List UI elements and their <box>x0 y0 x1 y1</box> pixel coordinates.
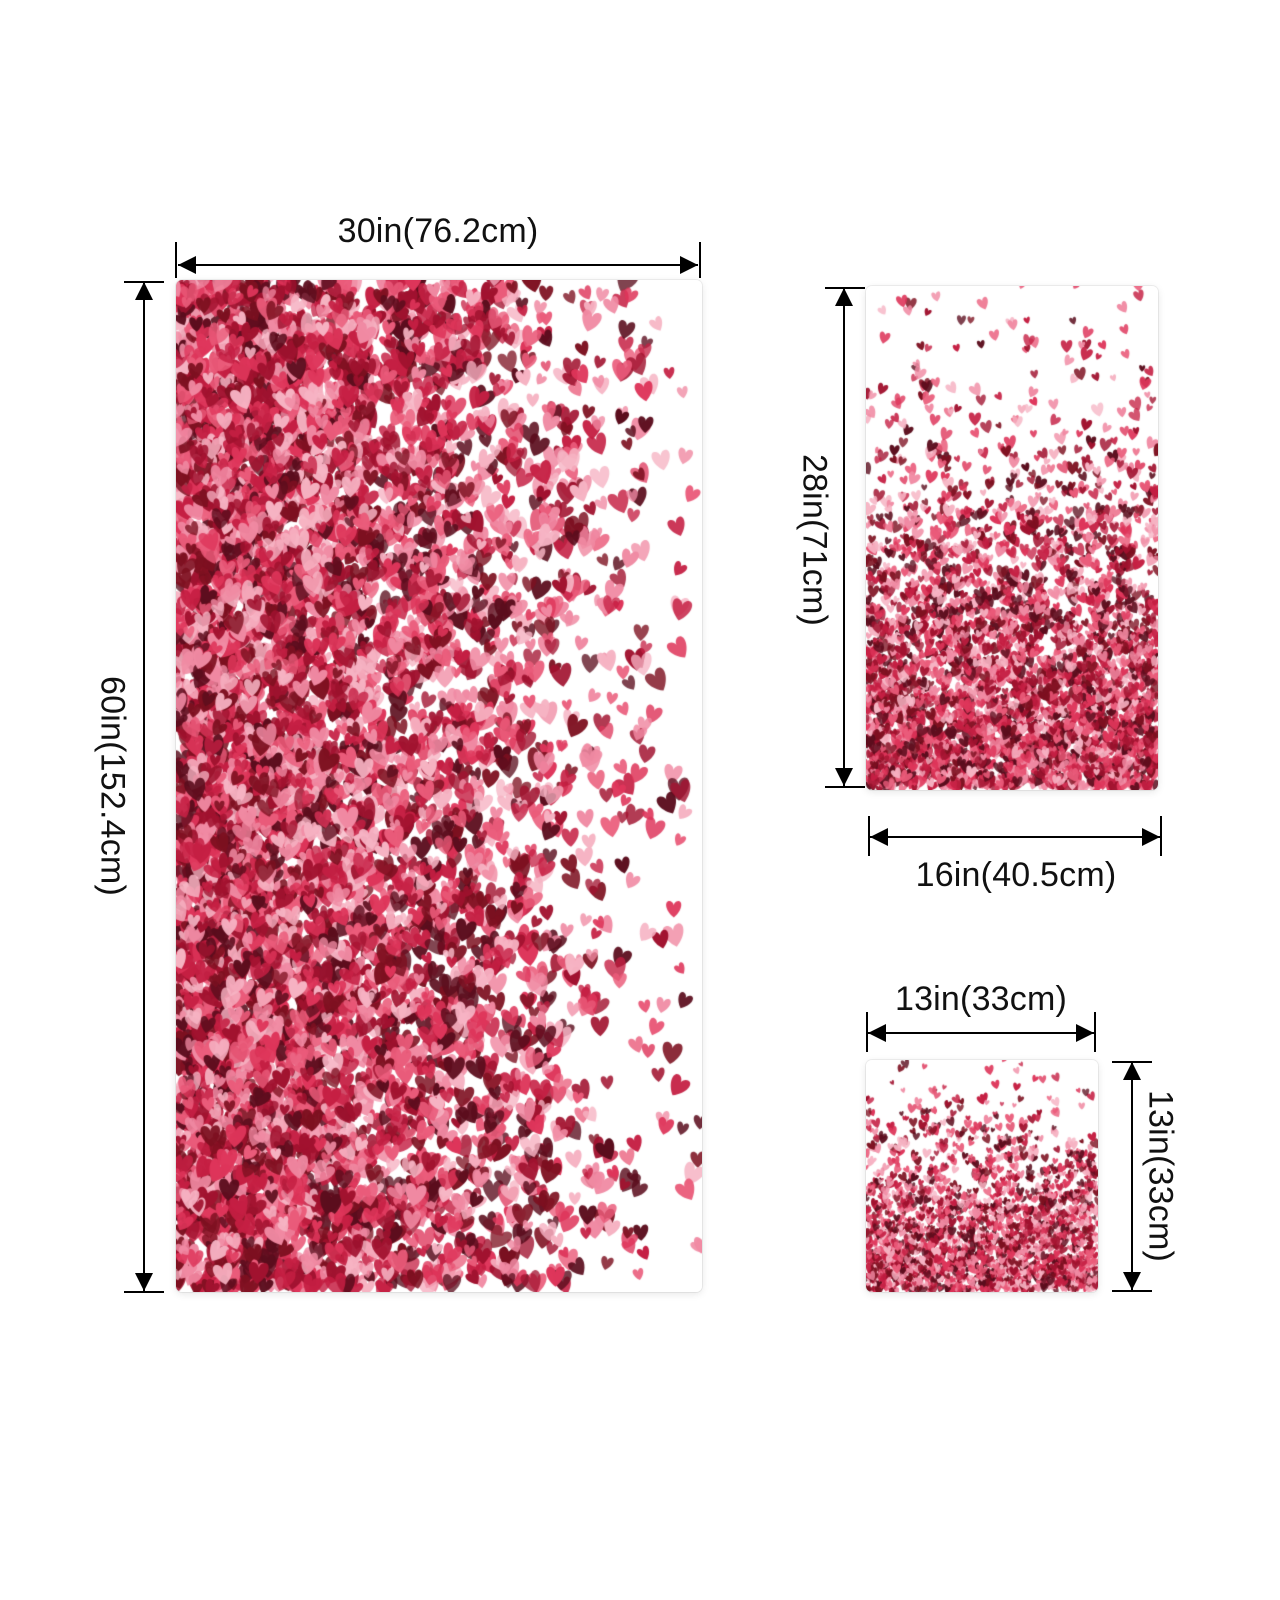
hand-towel-height-line <box>843 288 845 786</box>
washcloth-height-line <box>1131 1062 1133 1290</box>
bath-towel-width-arrow-right-icon <box>680 256 698 274</box>
washcloth-height-tick-bottom <box>1112 1290 1152 1292</box>
bath-towel <box>176 280 702 1292</box>
hand-towel <box>866 286 1158 790</box>
washcloth-width-label: 13in(33cm) <box>894 980 1068 1018</box>
bath-towel-width-tick-left <box>175 242 177 278</box>
hand-towel-height-tick-bottom <box>825 786 865 788</box>
hand-towel-width-arrow-right-icon <box>1142 828 1160 846</box>
washcloth-width-tick-right <box>1094 1012 1096 1052</box>
bath-towel-height-line <box>143 282 145 1292</box>
washcloth-height-arrow-up-icon <box>1123 1062 1141 1080</box>
hand-towel-width-label: 16in(40.5cm) <box>915 856 1117 894</box>
washcloth-height-label: 13in(33cm) <box>1141 1089 1180 1263</box>
bath-towel-height-tick-bottom <box>124 1291 164 1293</box>
bath-towel-height-label: 60in(152.4cm) <box>93 676 132 896</box>
bath-towel-width-tick-right <box>699 242 701 278</box>
hand-towel-heart-pattern <box>866 286 1158 790</box>
hand-towel-width-tick-right <box>1160 816 1162 856</box>
washcloth-heart-pattern <box>866 1060 1098 1292</box>
bath-towel-heart-pattern <box>176 280 702 1292</box>
bath-towel-width-label: 30in(76.2cm) <box>337 212 539 250</box>
hand-towel-width-tick-left <box>868 816 870 856</box>
washcloth <box>866 1060 1098 1292</box>
hand-towel-height-arrow-down-icon <box>835 768 853 786</box>
bath-towel-width-line <box>178 264 698 266</box>
hand-towel-width-line <box>870 836 1160 838</box>
hand-towel-height-label: 28in(71cm) <box>795 453 834 627</box>
hand-towel-height-arrow-up-icon <box>835 288 853 306</box>
washcloth-width-tick-left <box>866 1012 868 1052</box>
washcloth-width-arrow-right-icon <box>1076 1024 1094 1042</box>
hand-towel-width-arrow-left-icon <box>870 828 888 846</box>
bath-towel-height-arrow-up-icon <box>135 282 153 300</box>
bath-towel-height-arrow-down-icon <box>135 1273 153 1291</box>
washcloth-width-arrow-left-icon <box>868 1024 886 1042</box>
washcloth-height-arrow-down-icon <box>1123 1272 1141 1290</box>
washcloth-width-line <box>868 1032 1094 1034</box>
bath-towel-width-arrow-left-icon <box>178 256 196 274</box>
